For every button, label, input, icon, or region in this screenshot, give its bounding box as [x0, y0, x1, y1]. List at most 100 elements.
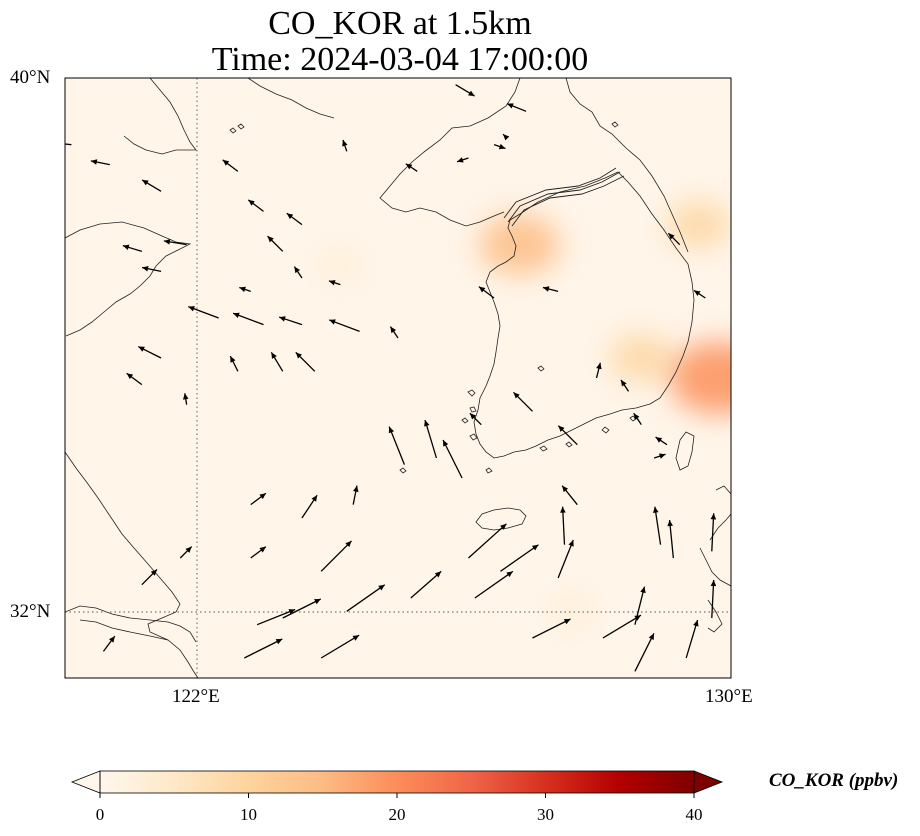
colorbar-tick-40: 40	[685, 805, 703, 824]
wind-arrow	[474, 570, 514, 599]
wind-arrow	[667, 232, 681, 246]
shandong-coastline	[65, 221, 192, 337]
wind-arrow	[634, 633, 655, 672]
wind-arrow	[163, 239, 187, 246]
wind-arrow	[250, 492, 267, 506]
wind-arrow	[328, 280, 341, 286]
wind-arrow	[278, 316, 303, 326]
wind-arrow	[542, 286, 559, 292]
wind-arrow	[693, 289, 706, 299]
wind-arrow	[122, 244, 143, 252]
wind-arrow	[710, 579, 717, 619]
co-hotspot-2	[666, 200, 731, 249]
colorbar-label: CO_KOR (ppbv)	[769, 770, 899, 791]
wind-arrow	[295, 351, 316, 372]
wind-arrow	[342, 139, 348, 152]
lon-tick-label-130: 130°E	[705, 686, 753, 707]
wind-arrow	[667, 519, 675, 559]
wind-arrow	[141, 179, 162, 192]
jeju-island	[475, 507, 527, 531]
wind-arrow	[267, 235, 284, 252]
wind-arrow	[126, 372, 143, 386]
wind-arrow	[424, 419, 438, 459]
wind-arrow	[244, 638, 283, 659]
wind-arrow	[389, 326, 399, 339]
wind-arrow	[320, 634, 360, 659]
wind-arrow	[653, 453, 666, 459]
wind-arrow	[710, 513, 717, 552]
wind-arrow	[179, 546, 193, 559]
co-hotspot-5	[548, 594, 594, 629]
co-hotspot-1	[669, 341, 731, 415]
wind-arrow	[328, 319, 360, 332]
wind-arrow	[506, 103, 527, 112]
map-title-time: Time: 2024-03-04 17:00:00	[211, 41, 589, 78]
wind-arrow	[557, 539, 574, 579]
wind-arrow	[561, 485, 578, 506]
wind-arrow	[456, 157, 469, 163]
wind-arrow	[410, 570, 442, 599]
colorbar-tick-10: 10	[240, 805, 257, 824]
wind-arrow	[655, 436, 668, 446]
wind-arrow	[222, 159, 239, 172]
korea-coastline	[473, 171, 695, 459]
wind-arrow	[65, 143, 72, 146]
china-east-coastline	[65, 451, 199, 678]
wind-arrow	[256, 608, 296, 626]
wind-arrow	[532, 618, 571, 639]
wind-arrow	[182, 393, 189, 405]
colorbar-tick-0: 0	[95, 805, 105, 824]
co-hotspot-4	[317, 247, 364, 282]
co-concentration-field	[65, 78, 731, 678]
wind-arrow	[478, 286, 495, 299]
wind-arrow	[468, 523, 507, 559]
wind-arrow	[405, 163, 418, 172]
map-frame	[64, 77, 732, 679]
wind-arrow	[455, 84, 475, 97]
wind-arrow	[102, 635, 116, 652]
wind-arrow	[286, 212, 303, 226]
wind-vector-layer	[65, 84, 717, 672]
wind-arrow	[633, 412, 642, 426]
co-hotspot-0	[479, 214, 561, 275]
coastline-layer	[65, 78, 731, 678]
wind-arrow	[560, 506, 566, 545]
wind-arrow	[137, 346, 162, 359]
wind-arrow	[188, 305, 219, 319]
lat-tick-label-40: 40°N	[10, 67, 51, 88]
colorbar	[70, 770, 724, 798]
wind-arrow	[320, 540, 353, 572]
wind-arrow	[301, 494, 318, 519]
co-hotspot-3	[608, 333, 674, 383]
wind-arrow	[500, 544, 539, 572]
wind-arrow	[232, 312, 264, 326]
colorbar-tick-30: 30	[537, 805, 554, 824]
colorbar-tick-20: 20	[388, 805, 406, 824]
wind-arrow	[90, 159, 110, 166]
wind-arrow	[346, 584, 386, 612]
wind-arrow	[247, 199, 264, 212]
wind-arrow	[352, 485, 359, 505]
china-north-coastline	[379, 78, 521, 227]
lon-tick-label-122: 122°E	[172, 686, 220, 707]
gridlines	[65, 78, 731, 678]
wind-arrow	[513, 391, 533, 412]
wind-arrow	[250, 546, 267, 559]
wind-arrow	[652, 506, 662, 545]
wind-arrow	[282, 598, 322, 619]
wind-arrow	[442, 439, 463, 479]
wind-arrow	[141, 265, 162, 272]
border-line	[503, 167, 617, 219]
wind-arrow	[602, 614, 642, 639]
wind-arrow	[557, 425, 578, 446]
wind-arrow	[595, 362, 602, 379]
wind-arrow	[388, 426, 406, 465]
wind-arrow	[239, 286, 251, 293]
wind-arrow	[469, 412, 482, 426]
wind-arrow	[493, 143, 506, 150]
wind-arrow	[141, 569, 158, 586]
wind-arrow	[293, 266, 303, 279]
japan-coastline	[675, 431, 731, 633]
colorbar-extend-min	[70, 770, 101, 794]
lat-tick-label-32: 32°N	[10, 601, 51, 622]
